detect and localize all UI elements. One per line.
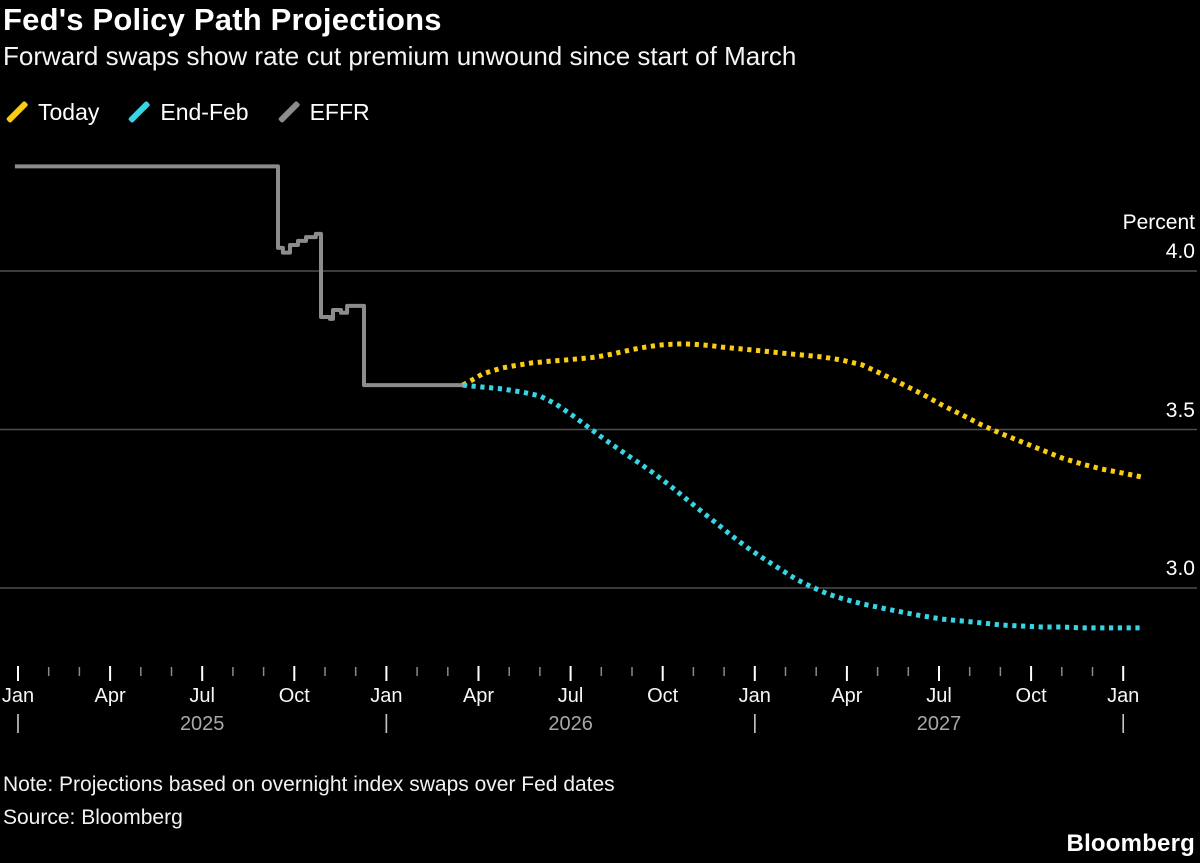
- note-line: Note: Projections based on overnight ind…: [3, 773, 615, 796]
- legend-label-today: Today: [38, 98, 100, 125]
- x-tick-label: Apr: [831, 685, 863, 707]
- x-tick-label: Jan: [1107, 685, 1140, 707]
- legend-label-effr: EFFR: [309, 98, 370, 125]
- x-tick-label: Oct: [647, 685, 679, 707]
- bloomberg-logo: Bloomberg: [1066, 830, 1195, 857]
- year-marker: |: [15, 712, 21, 734]
- year-label: 2026: [548, 713, 593, 735]
- x-tick-label: Jan: [370, 685, 403, 707]
- year-marker: |: [383, 712, 389, 734]
- legend-item-effr: EFFR: [276, 99, 370, 126]
- end-feb-series-swatch-icon: [128, 100, 151, 124]
- today-series-swatch-icon: [5, 100, 29, 124]
- x-tick-label: Oct: [278, 685, 310, 707]
- legend-label-end-feb: End-Feb: [160, 98, 249, 125]
- x-tick-label: Apr: [94, 685, 126, 707]
- effr-line: [14, 164, 467, 388]
- year-marker: |: [1120, 712, 1126, 734]
- today-line: [461, 341, 1143, 480]
- y-tick-label-4-0: 4.0: [1165, 240, 1195, 263]
- x-tick-label: Jul: [189, 685, 215, 707]
- legend-item-today: Today: [4, 99, 99, 126]
- chart-subtitle: Forward swaps show rate cut premium unwo…: [3, 41, 797, 71]
- year-label: 2025: [179, 713, 225, 735]
- year-label: 2027: [916, 713, 962, 735]
- end-feb-line: [462, 382, 1142, 631]
- x-tick-label: Jan: [1, 685, 35, 707]
- x-tick-label: Oct: [1015, 685, 1047, 707]
- legend: Today End-Feb EFFR: [4, 97, 397, 127]
- x-tick-label: Jul: [926, 685, 952, 707]
- y-axis-title: Percent: [1122, 211, 1195, 234]
- x-tick-label: Jan: [738, 685, 771, 707]
- x-tick-label: Apr: [462, 685, 495, 707]
- legend-item-end-feb: End-Feb: [126, 98, 249, 126]
- effr-series-swatch-icon: [277, 100, 300, 124]
- source-line: Source: Bloomberg: [3, 805, 183, 829]
- y-tick-label-3-0: 3.0: [1165, 557, 1195, 580]
- y-tick-label-3-5: 3.5: [1165, 399, 1195, 422]
- year-marker: |: [752, 712, 758, 734]
- x-tick-label: Jul: [557, 685, 584, 707]
- footnotes: Note: Projections based on overnight ind…: [3, 769, 615, 834]
- chart-title: Fed's Policy Path Projections: [3, 2, 442, 37]
